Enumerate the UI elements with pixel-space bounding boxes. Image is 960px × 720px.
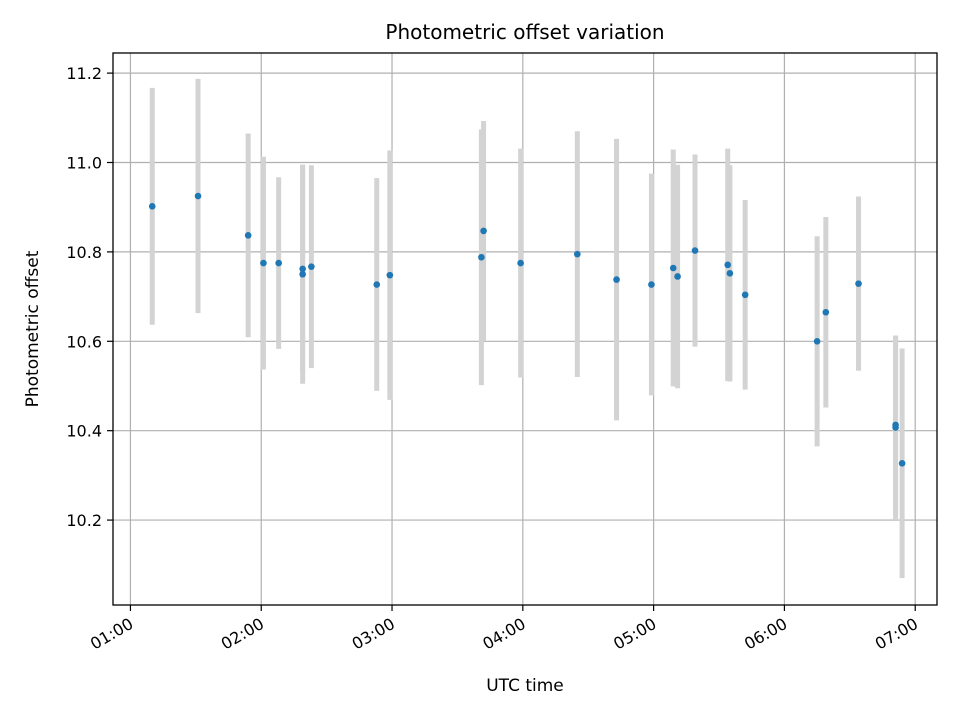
data-point [813,337,821,345]
data-point [386,271,394,279]
y-tick-label: 11.0 [66,154,102,173]
y-tick-label: 10.2 [66,511,102,530]
data-point [244,232,252,239]
data-point [855,280,862,287]
point-layer [148,192,906,467]
plot-frame [112,52,938,606]
data-point [260,259,267,267]
y-tick-label: 11.2 [66,64,102,83]
y-tick-label: 10.8 [66,243,102,262]
data-point [275,259,282,267]
data-point [691,247,699,254]
y-tick-label: 10.4 [66,422,102,441]
data-point [674,273,681,280]
x-axis-title: UTC time [486,676,564,696]
data-point [613,276,620,283]
data-point [148,203,156,210]
data-point [478,253,485,261]
data-point [574,250,581,258]
data-point [741,291,749,299]
data-point [299,270,306,278]
data-point [898,460,906,467]
data-point [194,192,202,200]
data-point [724,261,732,269]
data-point [648,281,655,288]
data-point [373,281,381,288]
chart-title: Photometric offset variation [385,20,664,44]
data-point [517,259,524,267]
y-tick-label: 10.6 [66,332,102,351]
data-point [669,264,677,272]
data-point [822,308,830,316]
y-axis-title: Photometric offset [23,250,43,407]
data-point [892,424,899,431]
data-point [299,265,306,273]
data-point [726,270,734,277]
data-point [480,227,487,235]
data-point [308,263,315,270]
